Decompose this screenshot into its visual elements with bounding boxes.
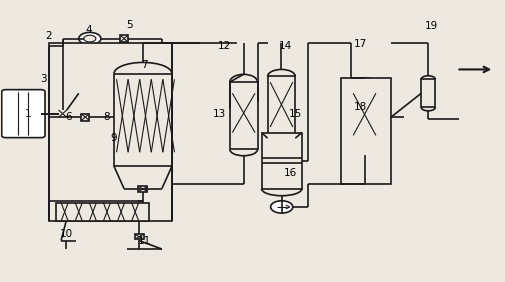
Text: 12: 12 [218,41,231,50]
Text: 1: 1 [25,109,32,119]
Bar [138,186,147,191]
Circle shape [84,35,96,42]
Text: 15: 15 [289,109,302,119]
Bar [230,82,258,149]
Bar [59,110,67,117]
Bar [268,76,295,138]
Text: 16: 16 [284,168,297,178]
FancyBboxPatch shape [2,90,45,138]
Text: 18: 18 [354,102,368,112]
Circle shape [271,201,293,213]
Text: 3: 3 [40,74,47,84]
Circle shape [79,32,101,45]
Text: 5: 5 [126,19,132,30]
Text: 19: 19 [425,21,438,31]
Text: 4: 4 [85,25,92,35]
Bar [56,203,149,221]
Bar [135,234,144,239]
Text: 8: 8 [103,112,110,122]
Text: 9: 9 [111,133,117,143]
Text: 11: 11 [137,236,151,246]
Text: 10: 10 [60,229,73,239]
Bar [421,79,435,107]
Bar [341,78,391,184]
Text: 17: 17 [354,39,368,49]
Bar [48,43,172,221]
Text: 14: 14 [279,41,292,50]
Text: 7: 7 [141,60,147,70]
Text: 13: 13 [213,109,226,119]
Text: 2: 2 [45,31,52,41]
Bar [81,114,89,120]
Bar [350,85,378,149]
Bar [120,35,128,42]
Bar [114,74,172,166]
Bar [262,133,302,189]
Text: 6: 6 [65,112,72,122]
